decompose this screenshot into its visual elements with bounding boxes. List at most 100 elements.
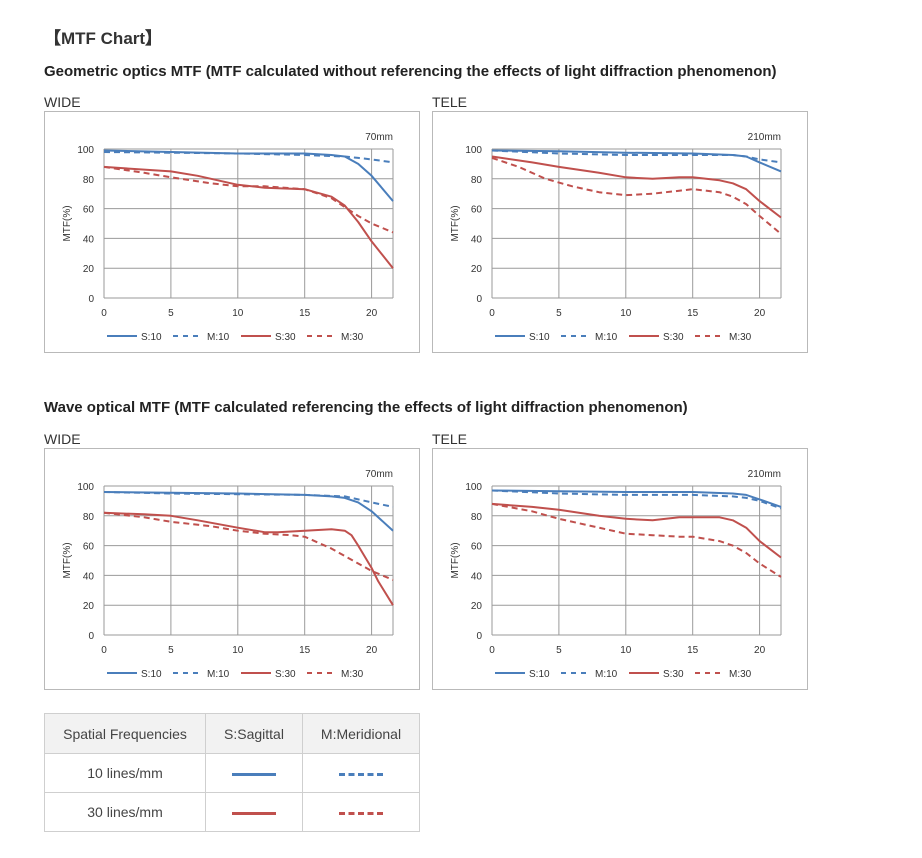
legend-label: M:30 (729, 332, 752, 343)
y-tick-label: 100 (465, 145, 482, 156)
page-title: 【MTF Chart】 (44, 29, 163, 48)
x-tick-label: 10 (232, 308, 244, 319)
y-tick-label: 40 (471, 234, 483, 245)
table-header: S:Sagittal (205, 713, 303, 754)
sagittal-line-swatch (232, 811, 276, 815)
x-tick-label: 10 (232, 645, 244, 656)
y-axis-label: MTF(%) (450, 205, 461, 241)
y-tick-label: 20 (471, 264, 483, 275)
x-tick-label: 0 (101, 645, 107, 656)
y-tick-label: 20 (83, 601, 95, 612)
x-tick-label: 5 (168, 308, 174, 319)
x-tick-label: 5 (168, 645, 174, 656)
mtf-chart-geometric-wide: 0 20 40 60 80 100 0 5 10 15 20 MTF(%) 70mm S:10 M:10 S:… (44, 111, 420, 353)
legend-label: S:10 (141, 332, 162, 343)
meridional-line-swatch (339, 772, 383, 776)
series-line-m10 (491, 489, 782, 510)
x-tick-label: 20 (754, 645, 766, 656)
table-header: Spatial Frequencies (44, 713, 206, 754)
chart-svg: 0 20 40 60 80 100 0 5 10 15 20 MTF(%) 70mm S:10 M:10 S:… (62, 132, 394, 343)
mtf-chart-geometric-tele: 0 20 40 60 80 100 0 5 10 15 20 MTF(%) 210mm S:10 M:10 S… (432, 111, 808, 353)
x-tick-label: 15 (687, 645, 699, 656)
x-tick-label: 5 (556, 645, 562, 656)
series-line-s30 (103, 511, 394, 606)
series-line-s10 (491, 149, 782, 173)
legend-label: S:10 (141, 669, 162, 680)
panel-label-tele: TELE (432, 94, 468, 110)
series-line-m30 (103, 511, 394, 581)
series-line-m30 (491, 502, 782, 578)
sagittal-swatch-cell (205, 792, 303, 832)
legend-label: S:10 (529, 332, 550, 343)
y-tick-label: 80 (471, 512, 483, 523)
x-tick-label: 20 (366, 308, 378, 319)
y-tick-label: 80 (471, 175, 483, 186)
y-axis-label: MTF(%) (450, 542, 461, 578)
section-heading-wave: Wave optical MTF (MTF calculated referen… (44, 399, 688, 416)
mtf-chart-wave-wide: 0 20 40 60 80 100 0 5 10 15 20 MTF(%) 70mm S:10 M:10 S:… (44, 448, 420, 690)
focal-length-label: 210mm (748, 469, 781, 480)
table-header-row: Spatial Frequencies S:Sagittal M:Meridio… (44, 713, 420, 754)
series-line-m10 (103, 151, 394, 164)
series-line-s10 (103, 149, 394, 202)
meridional-swatch-cell (302, 753, 420, 793)
legend-label: S:10 (529, 669, 550, 680)
focal-length-label: 70mm (365, 469, 393, 480)
y-tick-label: 60 (83, 542, 95, 553)
legend-label: S:30 (275, 332, 296, 343)
legend-label: M:30 (341, 332, 364, 343)
table-row: 10 lines/mm (44, 753, 420, 793)
series-line-m10 (491, 149, 782, 164)
sagittal-line-swatch (232, 772, 276, 776)
legend-label: S:30 (663, 669, 684, 680)
series-line-s30 (491, 155, 782, 219)
y-tick-label: 60 (471, 542, 483, 553)
frequency-label: 30 lines/mm (44, 792, 206, 832)
meridional-swatch-cell (302, 792, 420, 832)
section-heading-geometric: Geometric optics MTF (MTF calculated wit… (44, 63, 777, 80)
y-axis-label: MTF(%) (62, 205, 73, 241)
y-tick-label: 40 (83, 234, 95, 245)
y-tick-label: 40 (471, 571, 483, 582)
y-tick-label: 0 (476, 631, 482, 642)
series-line-m10 (103, 491, 394, 508)
series-line-s30 (491, 502, 782, 559)
y-tick-label: 100 (77, 482, 94, 493)
x-tick-label: 20 (754, 308, 766, 319)
panel-label-tele: TELE (432, 431, 468, 447)
panel-label-wide: WIDE (44, 94, 81, 110)
x-tick-label: 5 (556, 308, 562, 319)
y-axis-label: MTF(%) (62, 542, 73, 578)
y-tick-label: 0 (88, 294, 94, 305)
legend-label: M:10 (595, 332, 618, 343)
series-line-s30 (103, 165, 394, 269)
y-tick-label: 20 (471, 601, 483, 612)
chart-svg: 0 20 40 60 80 100 0 5 10 15 20 MTF(%) 210mm S:10 M:10 S… (450, 469, 782, 680)
y-tick-label: 80 (83, 175, 95, 186)
legend-label: M:10 (207, 669, 230, 680)
y-tick-label: 100 (465, 482, 482, 493)
legend-label: S:30 (663, 332, 684, 343)
y-tick-label: 80 (83, 512, 95, 523)
series-line-s10 (491, 489, 782, 508)
x-tick-label: 10 (620, 645, 632, 656)
y-tick-label: 0 (476, 294, 482, 305)
panel-label-wide: WIDE (44, 431, 81, 447)
y-tick-label: 60 (471, 205, 483, 216)
y-tick-label: 60 (83, 205, 95, 216)
meridional-line-swatch (339, 811, 383, 815)
x-tick-label: 10 (620, 308, 632, 319)
focal-length-label: 70mm (365, 132, 393, 143)
x-tick-label: 20 (366, 645, 378, 656)
x-tick-label: 15 (299, 308, 311, 319)
series-line-m30 (491, 156, 782, 235)
legend-label: M:10 (595, 669, 618, 680)
spatial-frequency-legend-table: Spatial Frequencies S:Sagittal M:Meridio… (44, 713, 420, 832)
x-tick-label: 0 (489, 308, 495, 319)
x-tick-label: 15 (687, 308, 699, 319)
legend-label: M:10 (207, 332, 230, 343)
y-tick-label: 40 (83, 571, 95, 582)
table-row: 30 lines/mm (44, 792, 420, 832)
legend-label: S:30 (275, 669, 296, 680)
y-tick-label: 100 (77, 145, 94, 156)
